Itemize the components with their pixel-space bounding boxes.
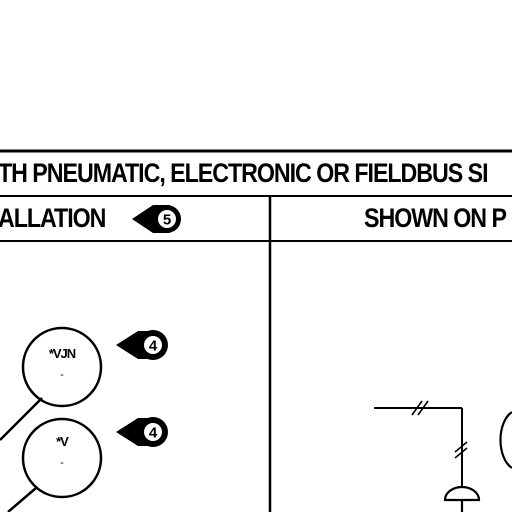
connector-line-2 (7, 487, 37, 512)
instrument-bubble-2: *V - (21, 417, 103, 499)
instrument-detail-2: - (60, 457, 64, 469)
callout-marker-4b: 4 (116, 417, 168, 447)
column-header-shown-on: SHOWN ON P (364, 203, 507, 233)
table-header-title: TH PNEUMATIC, ELECTRONIC OR FIELDBUS SI (0, 158, 489, 188)
callout-marker-5: 5 (132, 205, 181, 233)
instrument-tag-2: *V (56, 434, 69, 449)
callout-number-4b: 4 (149, 425, 158, 442)
instrument-bubble-partial (499, 411, 512, 469)
callout-marker-4a: 4 (116, 330, 168, 360)
instrument-tag-1: *VJN (49, 346, 76, 361)
callout-number-4a: 4 (149, 338, 158, 355)
callout-number-5: 5 (163, 212, 171, 229)
pneumatic-signal-line (374, 400, 468, 488)
diaphragm-actuator-icon (443, 485, 481, 512)
column-header-installation: ALLATION (0, 203, 106, 233)
instrument-bubble-1: *VJN - (21, 326, 103, 408)
instrument-detail-1: - (60, 369, 64, 381)
connector-line-1 (0, 397, 43, 441)
